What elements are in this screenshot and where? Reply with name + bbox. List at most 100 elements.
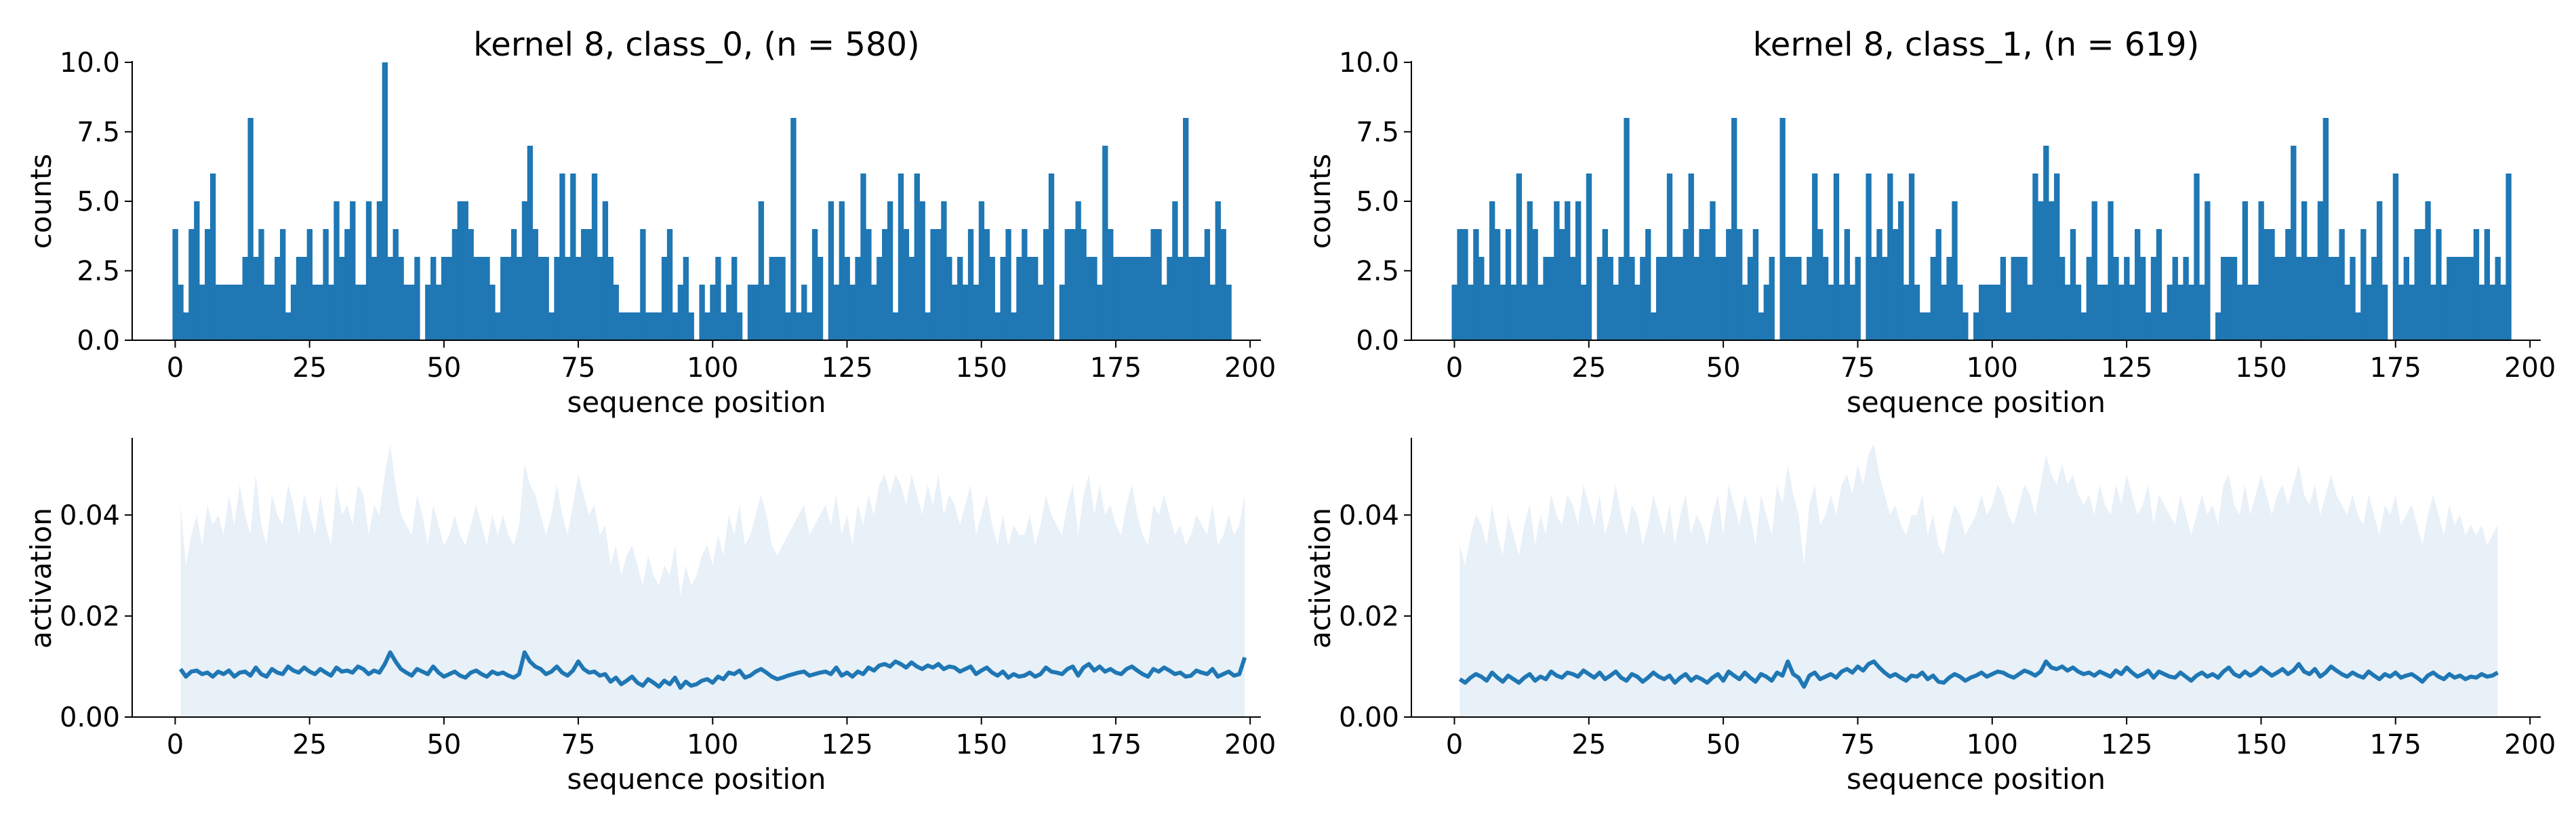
top-left-bar xyxy=(661,257,668,340)
top-left-bar xyxy=(597,257,603,340)
top-left-bar xyxy=(387,257,393,340)
bottom-left-x-tick-label: 0 xyxy=(167,729,184,760)
top-left-bar xyxy=(914,174,920,340)
top-left-bar xyxy=(1048,174,1055,340)
top-right-bar xyxy=(2075,285,2082,340)
top-left-bar xyxy=(1075,201,1081,340)
top-left-bar xyxy=(1011,312,1017,340)
top-right-bar xyxy=(1844,229,1850,340)
top-right-bar xyxy=(2430,285,2436,340)
top-right-bar xyxy=(2080,312,2087,340)
top-right-bar xyxy=(1543,257,1549,340)
top-left-bar xyxy=(576,257,582,340)
top-left-bar xyxy=(817,257,824,340)
top-left-bar xyxy=(704,312,710,340)
top-left-bar xyxy=(355,285,361,340)
top-right-bar xyxy=(1554,201,1560,340)
top-left-bar xyxy=(1140,257,1146,340)
top-right-bar xyxy=(1779,118,1786,340)
top-right-bar xyxy=(2021,257,2028,340)
top-right-bar xyxy=(1876,229,1883,340)
top-left-bar xyxy=(365,201,372,340)
top-right-bar xyxy=(2059,257,2066,340)
top-right-bar xyxy=(2269,229,2275,340)
top-left-bar xyxy=(882,229,888,340)
top-left-bar xyxy=(495,312,501,340)
top-left-bar xyxy=(785,312,791,340)
top-left-bar xyxy=(414,257,420,340)
top-left-bar xyxy=(1145,257,1151,340)
top-left-bar xyxy=(1016,257,1022,340)
top-right-bar xyxy=(2301,201,2308,340)
top-left-bar xyxy=(839,201,845,340)
top-left-x-axis-label: sequence position xyxy=(567,386,826,419)
top-right-x-tick-label: 0 xyxy=(1446,352,1463,384)
top-left-bar xyxy=(1220,229,1226,340)
top-right-y-tick-label: 5.0 xyxy=(1356,186,1399,218)
top-left-y-tick-label: 7.5 xyxy=(77,117,120,148)
top-left-bar xyxy=(887,201,893,340)
top-right-bar xyxy=(2436,229,2442,340)
top-left-bar xyxy=(930,229,936,340)
top-right-bar xyxy=(1704,229,1710,340)
top-right-bar xyxy=(2414,229,2420,340)
top-left-bar xyxy=(199,285,205,340)
top-left-bar xyxy=(1064,229,1070,340)
top-left-bar xyxy=(774,257,780,340)
top-left-bar xyxy=(586,229,592,340)
top-right-bar xyxy=(2049,201,2055,340)
top-left-x-tick-label: 125 xyxy=(821,352,872,384)
top-left-bar xyxy=(376,201,383,340)
top-right-bar xyxy=(2150,257,2157,340)
top-right-bar xyxy=(1801,285,1807,340)
top-left-bar xyxy=(559,174,565,340)
bottom-right-x-tick-label: 75 xyxy=(1840,729,1875,760)
top-right-bar xyxy=(2291,146,2297,340)
top-left-bar xyxy=(393,229,399,340)
top-left-bar xyxy=(591,174,598,340)
top-right-bar xyxy=(2097,285,2103,340)
top-right-y-tick-label: 0.0 xyxy=(1356,325,1399,356)
top-right-bar xyxy=(1607,257,1613,340)
bottom-left-y-tick-label: 0.02 xyxy=(60,601,120,632)
top-left-bar xyxy=(1037,285,1044,340)
top-left-bar xyxy=(510,229,517,340)
top-left-bar xyxy=(613,285,619,340)
top-right-bar xyxy=(1570,257,1576,340)
top-right-bar xyxy=(1666,174,1673,340)
top-right-bar xyxy=(1516,174,1523,340)
top-right-bar xyxy=(1710,201,1716,340)
top-left-bar xyxy=(1032,257,1039,340)
bottom-right-x-tick-label: 100 xyxy=(1967,729,2018,760)
top-left-bar xyxy=(237,285,243,340)
top-right-bar xyxy=(2409,285,2415,340)
bottom-right-y-tick-label: 0.04 xyxy=(1339,500,1399,531)
top-left-bar xyxy=(479,257,485,340)
top-left-bar xyxy=(565,257,571,340)
top-right-bar xyxy=(2220,257,2227,340)
top-right-bar xyxy=(2328,257,2334,340)
top-right-bar xyxy=(1468,285,1474,340)
top-right-bar xyxy=(2188,285,2194,340)
top-left-x-tick-label: 25 xyxy=(292,352,327,384)
top-left-bar xyxy=(860,174,866,340)
top-left-bar xyxy=(1156,229,1162,340)
top-right-bar xyxy=(2366,285,2372,340)
bottom-left-y-tick-label: 0.00 xyxy=(60,702,120,733)
top-right-bar xyxy=(1963,312,1969,340)
top-left-bar xyxy=(731,257,738,340)
top-right-bar xyxy=(2258,201,2264,340)
bottom-right-x-axis-label: sequence position xyxy=(1847,762,2106,796)
top-left-bar xyxy=(242,257,248,340)
top-right-bar xyxy=(2129,285,2135,340)
top-right-bar xyxy=(2139,257,2146,340)
top-right-bar xyxy=(2247,285,2253,340)
top-left-y-tick-label: 5.0 xyxy=(77,186,120,218)
top-right-bar xyxy=(2425,201,2431,340)
top-right-bar xyxy=(1930,257,1936,340)
top-left-bar xyxy=(178,285,184,340)
top-left-bar xyxy=(715,257,721,340)
top-right-bar xyxy=(1747,257,1754,340)
top-right-y-axis-label: counts xyxy=(1304,154,1337,249)
top-left-bar xyxy=(1118,257,1125,340)
